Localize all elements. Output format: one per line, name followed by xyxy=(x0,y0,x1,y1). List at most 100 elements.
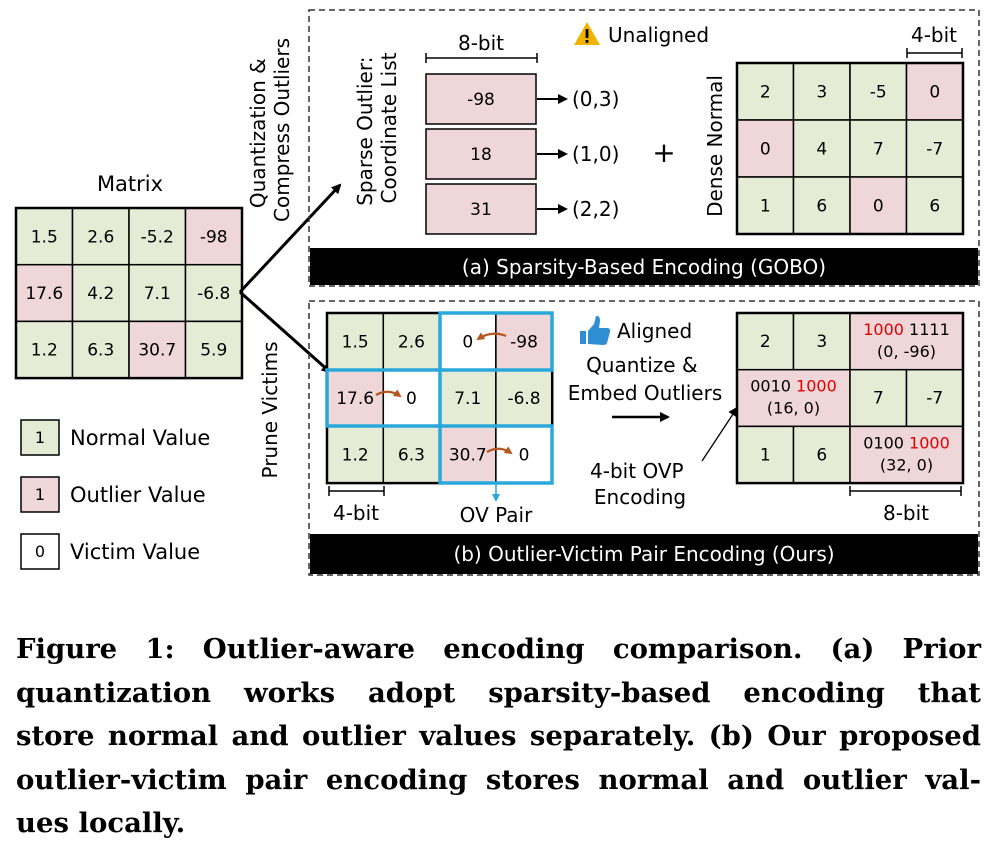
ovp-value: 6 xyxy=(816,445,827,465)
matrix-value: 5.9 xyxy=(200,341,227,361)
dense-value: 7 xyxy=(873,139,884,159)
ovp-pointer xyxy=(701,406,739,462)
matrix-title: Matrix xyxy=(97,172,163,196)
matrix-value: -5.2 xyxy=(141,227,174,247)
ovp-encoding-label: 4-bit OVP Encoding xyxy=(590,459,690,509)
panel-a-banner-text: (a) Sparsity-Based Encoding (GOBO) xyxy=(462,255,826,279)
figure-caption: Figure 1: Outlier-aware encoding compari… xyxy=(16,628,981,846)
aligned-label: Aligned xyxy=(617,319,692,343)
pruned-value: 1.2 xyxy=(342,446,369,466)
legend-swatch-text: 0 xyxy=(35,542,45,561)
caption-line: Figure 1: Outlier-aware encoding compari… xyxy=(16,633,981,665)
legend-swatch-victim xyxy=(20,533,60,570)
bit8-bracket-b xyxy=(849,486,962,496)
ovp-encoded-grid: 2 3 1000 1111 (0, -96) 0010 1000 (16, 0) 7 -7 1 6… xyxy=(735,311,965,485)
bit4-label-b: 4-bit xyxy=(333,501,379,525)
coord-list-value: 18 xyxy=(470,145,492,165)
pruned-value: 30.7 xyxy=(449,446,487,466)
arrow-to-ovp xyxy=(239,290,332,374)
dense-value: 2 xyxy=(760,82,771,102)
coord-list-value: 31 xyxy=(470,200,492,220)
ovp-pair-bits: 1000 1111 xyxy=(863,320,950,339)
ovp-pair-value: (0, -96) xyxy=(877,342,936,361)
pruned-value: 7.1 xyxy=(454,389,481,409)
pruned-value: -6.8 xyxy=(507,389,540,409)
bit8-label-b: 8-bit xyxy=(883,501,929,525)
legend-label-victim: Victim Value xyxy=(70,540,200,564)
outlier-victim-arrows xyxy=(375,332,513,455)
ov-pair-box-2 xyxy=(438,424,554,485)
thumbs-up-icon xyxy=(580,315,611,345)
pruned-value: 0 xyxy=(462,332,473,352)
arrow-to-gobo xyxy=(238,183,342,294)
bit4-bracket-b xyxy=(328,486,385,496)
quantization-label: Quantization & Compress Outliers xyxy=(246,38,294,222)
coord-list-box xyxy=(425,73,537,125)
coord-list-coordinate: (1,0) xyxy=(572,142,619,166)
dense-value: 0 xyxy=(873,196,884,216)
legend-swatch-text: 1 xyxy=(35,485,45,504)
ovp-value: 2 xyxy=(760,332,771,352)
panel-b-banner-text: (b) Outlier-Victim Pair Encoding (Ours) xyxy=(453,542,834,566)
pruned-cell xyxy=(438,425,497,484)
dense-cell xyxy=(792,176,851,235)
matrix-value: 1.2 xyxy=(31,341,58,361)
dense-cell xyxy=(736,62,795,121)
panel-a-banner xyxy=(310,248,978,285)
pruned-value: 0 xyxy=(519,446,530,466)
pruned-value: 1.5 xyxy=(342,332,369,352)
dense-value: 0 xyxy=(929,82,940,102)
ovp-value: 1 xyxy=(760,445,771,465)
sparse-outlier-label: Sparse Outlier: Coordinate List xyxy=(353,50,401,206)
bit8-label-a: 8-bit xyxy=(458,31,504,55)
ovp-value: 7 xyxy=(873,389,884,409)
pruned-value: 6.3 xyxy=(398,446,425,466)
matrix-cell xyxy=(184,263,243,323)
coord-list-value: -98 xyxy=(467,90,495,110)
dense-cell xyxy=(849,62,908,121)
pruned-cell xyxy=(495,425,553,484)
pruned-cell xyxy=(495,368,553,428)
coord-list-box xyxy=(425,128,537,180)
matrix-value: -6.8 xyxy=(197,284,230,304)
pruned-value: 2.6 xyxy=(398,332,425,352)
dense-cell xyxy=(905,62,964,121)
legend-swatch-normal xyxy=(20,419,60,456)
panel-a-frame xyxy=(308,9,980,287)
unaligned-label: Unaligned xyxy=(608,23,709,47)
legend-label-outlier: Outlier Value xyxy=(70,483,206,507)
legend-label-normal: Normal Value xyxy=(70,426,210,450)
caption-line: ues locally. xyxy=(16,807,186,839)
ovp-pair-cell xyxy=(849,312,964,371)
dense-cell xyxy=(736,119,795,178)
dense-value: 1 xyxy=(760,196,771,216)
matrix-value: 17.6 xyxy=(25,284,63,304)
matrix-value: 1.5 xyxy=(31,227,58,247)
coordinate-list: -98 (0,3) 18 (1,0) 31 (2,2) xyxy=(425,73,619,235)
plus-sign: + xyxy=(652,136,675,169)
legend-swatch-outlier xyxy=(20,476,60,513)
ovp-cell xyxy=(792,312,851,371)
ov-pair-highlights xyxy=(325,311,554,502)
ovp-cell xyxy=(905,368,964,428)
ovp-value: -7 xyxy=(926,389,943,409)
dense-value: 4 xyxy=(816,139,827,159)
matrix-cell xyxy=(71,263,130,323)
victim-pruned-grid: 1.5 2.6 0 -98 17.6 0 7.1 -6.8 1.2 6.3 30.7 0 xyxy=(325,311,554,485)
panel-b-frame xyxy=(308,300,980,576)
prune-victims-label: Prune Victims xyxy=(258,341,282,478)
ov-pair-label: OV Pair xyxy=(460,503,533,527)
ovp-grid-border xyxy=(735,311,965,485)
matrix-grid: 1.5 2.6 -5.2 -98 17.6 4.2 7.1 -6.8 1.2 6.3 30.7 5.9 xyxy=(14,206,244,380)
ovp-pair-bits: 0010 1000 xyxy=(750,377,837,396)
matrix-value: 6.3 xyxy=(87,341,114,361)
matrix-cell xyxy=(184,320,243,379)
matrix-value: 7.1 xyxy=(144,284,171,304)
ov-pair-box-1 xyxy=(325,368,442,428)
legend: 1 Normal Value 1 Outlier Value 0 Victim Value xyxy=(20,419,210,570)
dense-border xyxy=(735,61,965,236)
bit4-bracket-a xyxy=(906,48,963,58)
ovp-value: 3 xyxy=(816,332,827,352)
matrix-cell xyxy=(71,207,130,266)
bit4-label-a: 4-bit xyxy=(911,23,957,47)
